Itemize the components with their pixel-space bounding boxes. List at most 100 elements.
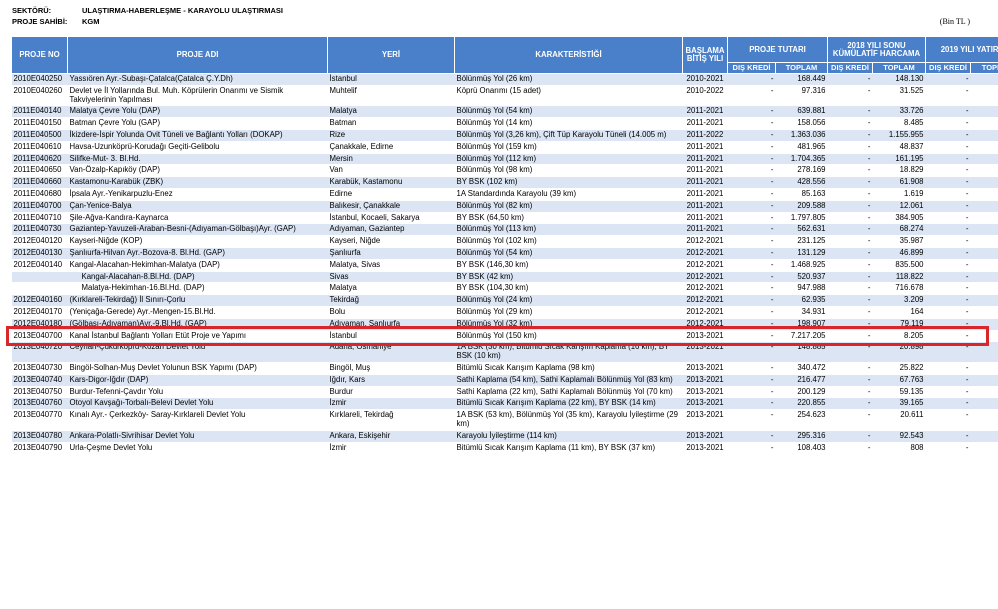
location-cell: İzmir xyxy=(327,442,455,455)
y-toplam-cell: 9.066 xyxy=(970,73,998,86)
y-toplam-cell: 4.649 xyxy=(970,409,998,431)
project-no-cell: 2013E040760 xyxy=(11,397,68,411)
h-dis-kredi-cell: - xyxy=(827,141,873,154)
pt-dis-kredi-cell: - xyxy=(727,105,776,119)
location-cell: Bingöl, Muş xyxy=(327,362,455,375)
project-name-cell: (Kırklareli-Tekirdağ) İl Sınırı-Çorlu xyxy=(67,294,328,307)
project-no-cell: 2012E040170 xyxy=(11,306,68,319)
years-cell: 2012-2021 xyxy=(682,306,728,319)
location-cell: Kırklareli, Tekirdağ xyxy=(327,409,455,431)
table-row: 2011E040730 Gaziantep-Yavuzeli-Araban-Bes… xyxy=(11,223,998,237)
y-dis-kredi-cell: - xyxy=(925,153,971,166)
years-cell: 2012-2021 xyxy=(682,318,728,331)
header-pt-dis-kredi: DIŞ KREDİ xyxy=(727,62,776,74)
project-name-cell: Kangal-Alacahan-Hekimhan-Malatya (DAP) xyxy=(67,259,328,272)
h-toplam-cell: 59.135 xyxy=(872,386,926,399)
h-toplam-cell: 1.619 xyxy=(872,188,926,201)
pt-toplam-cell: 947.988 xyxy=(775,282,828,296)
y-toplam-cell: 9.298 xyxy=(970,397,998,411)
pt-dis-kredi-cell: - xyxy=(727,386,776,399)
characteristic-cell: Köprü Onarımı (15 adet) xyxy=(454,85,683,107)
table-row: 2011E040660 Kastamonu-Karabük (ZBK) Karabü… xyxy=(11,176,998,189)
characteristic-cell: Bölünmüş Yol (14 km) xyxy=(454,117,683,130)
header-yatirim: 2019 YILI YATIRIMI xyxy=(925,36,998,63)
y-toplam-cell: 2.325 xyxy=(970,306,998,319)
h-dis-kredi-cell: - xyxy=(827,397,873,411)
location-cell: Çanakkale, Edirne xyxy=(327,141,455,154)
project-no-cell: 2010E040250 xyxy=(11,73,68,86)
h-dis-kredi-cell: - xyxy=(827,374,873,387)
project-name-cell: Kars-Digor-Iğdır (DAP) xyxy=(67,374,328,387)
location-cell: Edirne xyxy=(327,188,455,201)
pt-dis-kredi-cell: - xyxy=(727,409,776,431)
project-name-cell: Batman Çevre Yolu (GAP) xyxy=(67,117,328,130)
table-row: 2013E040790 Urla-Çeşme Devlet Yolu İzmir Bi… xyxy=(11,442,998,455)
pt-toplam-cell: 108.403 xyxy=(775,442,828,455)
characteristic-cell: Bölünmüş Yol (32 km) xyxy=(454,318,683,331)
years-cell: 2013-2021 xyxy=(682,397,728,411)
characteristic-cell: Bölünmüş Yol (29 km) xyxy=(454,306,683,319)
table-row: 2012E040170 (Yeniçağa-Gerede) Ayr.-Mengen… xyxy=(11,306,998,319)
pt-toplam-cell: 231.125 xyxy=(775,235,828,248)
y-dis-kredi-cell: - xyxy=(925,306,971,319)
location-cell: İzmir xyxy=(327,397,455,411)
years-cell: 2011-2021 xyxy=(682,117,728,130)
years-cell: 2011-2021 xyxy=(682,153,728,166)
project-name-cell: Yassıören Ayr.-Subaşı-Çatalca(Çatalca Ç.… xyxy=(67,73,328,86)
pt-dis-kredi-cell: - xyxy=(727,235,776,248)
location-cell: İstanbul, Kocaeli, Sakarya xyxy=(327,212,455,225)
y-dis-kredi-cell: - xyxy=(925,247,971,260)
pt-dis-kredi-cell: - xyxy=(727,117,776,130)
location-cell: Karabük, Kastamonu xyxy=(327,176,455,189)
pt-dis-kredi-cell: - xyxy=(727,341,776,363)
characteristic-cell: Bölünmüş Yol (112 km) xyxy=(454,153,683,166)
years-cell: 2011-2021 xyxy=(682,212,728,225)
y-dis-kredi-cell: - xyxy=(925,318,971,331)
project-no-cell: 2011E040140 xyxy=(11,105,68,119)
h-toplam-cell: 12.061 xyxy=(872,200,926,213)
y-dis-kredi-cell: - xyxy=(925,282,971,296)
pt-dis-kredi-cell: - xyxy=(727,271,776,284)
pt-toplam-cell: 481.965 xyxy=(775,141,828,154)
location-cell: Batman xyxy=(327,117,455,130)
h-toplam-cell: 18.829 xyxy=(872,164,926,178)
pt-dis-kredi-cell: - xyxy=(727,176,776,189)
location-cell: Adıyaman, Şanlıurfa xyxy=(327,318,455,331)
location-cell: Ankara, Eskişehir xyxy=(327,430,455,443)
table-row: 2012E040160 (Kırklareli-Tekirdağ) İl Sını… xyxy=(11,294,998,307)
project-no-cell: 2013E040720 xyxy=(11,341,68,363)
years-cell: 2013-2021 xyxy=(682,362,728,375)
y-dis-kredi-cell: - xyxy=(925,409,971,431)
years-cell: 2011-2021 xyxy=(682,141,728,154)
project-no-cell: 2012E040180 xyxy=(11,318,68,331)
table-row: 2012E040130 Şanlıurfa-Hilvan Ayr.-Bozova-… xyxy=(11,247,998,260)
header-harcama: 2018 YILI SONU KÜMÜLATİF HARCAMA xyxy=(827,36,927,63)
header-pt-toplam: TOPLAM xyxy=(774,62,829,74)
characteristic-cell: BY BSK (146,30 km) xyxy=(454,259,683,272)
characteristic-cell: Bitümlü Sıcak Karışım Kaplama (98 km) xyxy=(454,362,683,375)
pt-toplam-cell: 97.316 xyxy=(775,85,828,107)
h-toplam-cell: 92.543 xyxy=(872,430,926,443)
location-cell: Rize xyxy=(327,129,455,142)
project-name-cell: İpsala Ayr.-Yenikarpuzlu-Enez xyxy=(67,188,328,201)
y-dis-kredi-cell: - xyxy=(925,212,971,225)
pt-toplam-cell: 168.449 xyxy=(775,73,828,86)
pt-dis-kredi-cell: - xyxy=(727,212,776,225)
h-dis-kredi-cell: - xyxy=(827,409,873,431)
characteristic-cell: BY BSK (104,30 km) xyxy=(454,282,683,296)
project-name-cell: Van-Özalp-Kapıköy (DAP) xyxy=(67,164,328,178)
y-dis-kredi-cell: - xyxy=(925,430,971,443)
h-dis-kredi-cell: - xyxy=(827,235,873,248)
characteristic-cell: Bitümlü Sıcak Karışım Kaplama (22 km), B… xyxy=(454,397,683,411)
pt-toplam-cell: 220.855 xyxy=(775,397,828,411)
owner-value: KGM xyxy=(82,17,100,26)
pt-toplam-cell: 254.623 xyxy=(775,409,828,431)
pt-dis-kredi-cell: - xyxy=(727,259,776,272)
pt-dis-kredi-cell: - xyxy=(727,318,776,331)
y-toplam-cell: 4.649 xyxy=(970,362,998,375)
years-cell: 2013-2021 xyxy=(682,430,728,443)
h-dis-kredi-cell: - xyxy=(827,117,873,130)
h-toplam-cell: 39.165 xyxy=(872,397,926,411)
location-cell: Adıyaman, Gaziantep xyxy=(327,223,455,237)
pt-toplam-cell: 62.935 xyxy=(775,294,828,307)
